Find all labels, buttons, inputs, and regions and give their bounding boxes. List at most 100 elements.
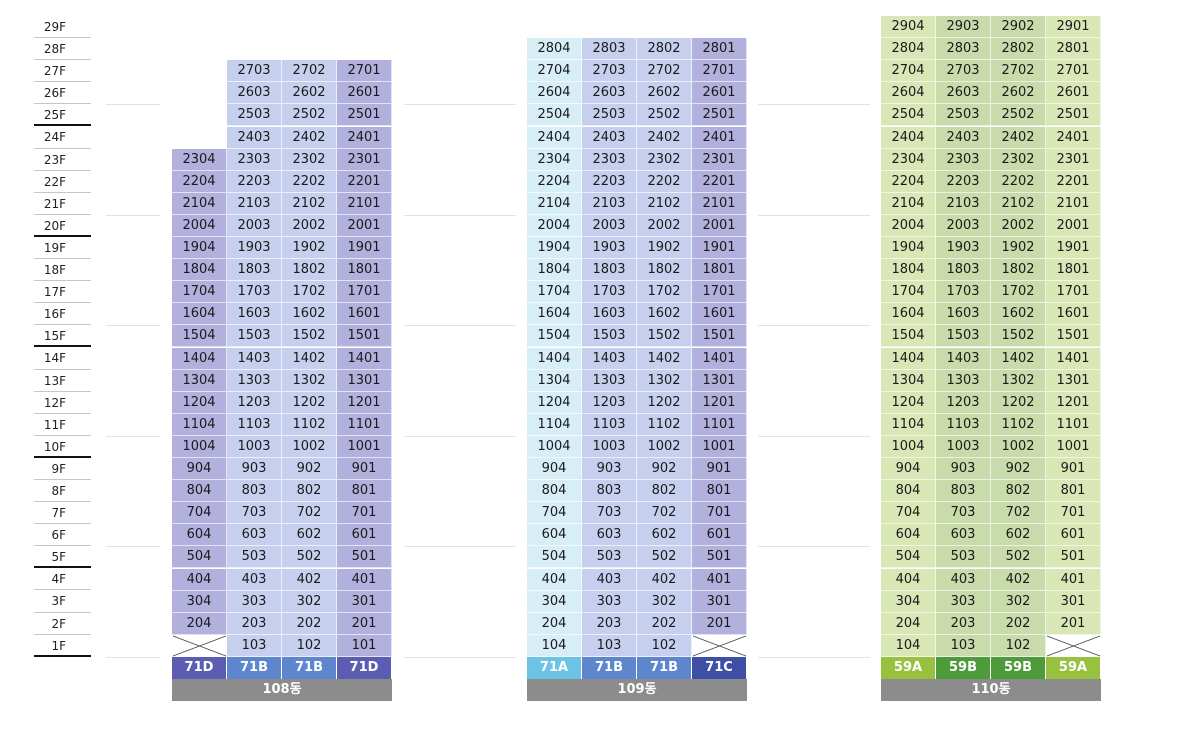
unit-cell: 1704: [527, 281, 582, 304]
unit-cell: 2103: [936, 192, 991, 215]
unit-cell: 1302: [637, 369, 692, 392]
unit-cell: 1401: [337, 347, 392, 370]
unit-cell: 702: [991, 502, 1046, 525]
unit-cell: 701: [1046, 502, 1101, 525]
unit-cell: 1602: [991, 303, 1046, 326]
unit-cell: 2503: [227, 104, 282, 127]
unit-cell: 1101: [337, 413, 392, 436]
unit-cell: 303: [582, 590, 637, 613]
unit-cell: 2804: [881, 38, 936, 61]
unit-cell: 404: [881, 568, 936, 591]
unit-cell: 2702: [991, 60, 1046, 83]
unit-cell: 1901: [692, 237, 747, 260]
unit-cell: 2704: [527, 60, 582, 83]
unit-cell: 1504: [527, 325, 582, 348]
unit-cell: 1402: [991, 347, 1046, 370]
unit-cell: 1104: [881, 413, 936, 436]
unit-cell: 602: [991, 524, 1046, 547]
unit-cell: 701: [692, 502, 747, 525]
unit-cell: 202: [282, 612, 337, 635]
unit-cell: 304: [527, 590, 582, 613]
unit-cell: 2302: [637, 148, 692, 171]
unit-cell: 1304: [172, 369, 227, 392]
unit-cell: 904: [527, 458, 582, 481]
unit-cell: 604: [172, 524, 227, 547]
unit-cell: 1001: [337, 435, 392, 458]
unit-cell: 1003: [227, 435, 282, 458]
unit-cell: 1604: [172, 303, 227, 326]
unit-cell: 1004: [172, 435, 227, 458]
floor-label: 10F: [34, 436, 91, 458]
unit-cell: 603: [227, 524, 282, 547]
unit-cell: 803: [582, 480, 637, 503]
unit-cell: 1503: [582, 325, 637, 348]
floor-separator: [106, 325, 160, 327]
unit-cell: 2301: [1046, 148, 1101, 171]
unit-cell: 703: [936, 502, 991, 525]
unit-cell: 502: [282, 546, 337, 569]
unit-cell: 2004: [527, 214, 582, 237]
unit-cell: 2202: [637, 170, 692, 193]
unit-cell: 1301: [692, 369, 747, 392]
floor-separator: [404, 656, 516, 658]
unit-cell: 1401: [692, 347, 747, 370]
unit-cell: 804: [527, 480, 582, 503]
floor-label: 17F: [34, 281, 91, 304]
unit-cell: 504: [881, 546, 936, 569]
unit-cell: 1801: [692, 259, 747, 282]
unit-cell: 1701: [337, 281, 392, 304]
unit-cell: 2303: [936, 148, 991, 171]
unit-cell: 804: [881, 480, 936, 503]
unit-cell: 2802: [637, 38, 692, 61]
unit-cell: 101: [337, 634, 392, 657]
unit-cell: 2401: [337, 126, 392, 149]
unit-cell: 202: [637, 612, 692, 635]
floor-separator: [758, 325, 870, 327]
unit-cell: 904: [172, 458, 227, 481]
floor-label: 18F: [34, 259, 91, 282]
unit-cell: 2301: [692, 148, 747, 171]
unit-cell: 203: [936, 612, 991, 635]
unit-cell: 2604: [527, 82, 582, 105]
unit-cell: 2902: [991, 16, 1046, 39]
unit-cell: 1103: [227, 413, 282, 436]
unit-cell: 1404: [527, 347, 582, 370]
unit-cell: 1201: [337, 391, 392, 414]
unit-cell: 2502: [637, 104, 692, 127]
unit-cell: 2003: [227, 214, 282, 237]
unit-cell: 2901: [1046, 16, 1101, 39]
unit-cell: 1502: [637, 325, 692, 348]
unit-cell: 2502: [991, 104, 1046, 127]
unit-cell: 702: [282, 502, 337, 525]
floor-label: 27F: [34, 60, 91, 83]
unit-cell: 2904: [881, 16, 936, 39]
unit-cell: 2701: [1046, 60, 1101, 83]
floor-separator: [758, 435, 870, 437]
unit-cell: 1802: [637, 259, 692, 282]
unit-cell: 1303: [936, 369, 991, 392]
floor-separator: [404, 325, 516, 327]
unit-cell: 1402: [637, 347, 692, 370]
unit-cell: 1803: [582, 259, 637, 282]
unit-cell: 901: [1046, 458, 1101, 481]
floor-label: 24F: [34, 126, 91, 149]
unit-cell: 602: [282, 524, 337, 547]
unit-cell: 2903: [936, 16, 991, 39]
unit-cell: 2603: [582, 82, 637, 105]
unit-cell: 2401: [1046, 126, 1101, 149]
unit-cell: 902: [282, 458, 337, 481]
unit-cell: 1004: [881, 435, 936, 458]
floor-label: 6F: [34, 524, 91, 547]
floor-label: 4F: [34, 568, 91, 591]
unit-cell: 203: [582, 612, 637, 635]
unit-cell: 1101: [1046, 413, 1101, 436]
unit-cell: 803: [227, 480, 282, 503]
unit-cell: 1404: [172, 347, 227, 370]
unit-cell: 1904: [881, 237, 936, 260]
unit-cell: 1703: [936, 281, 991, 304]
unit-cell: 501: [692, 546, 747, 569]
unit-cell: 1901: [1046, 237, 1101, 260]
unit-cell: 1103: [582, 413, 637, 436]
unit-cell: 1002: [991, 435, 1046, 458]
unit-cell: 803: [936, 480, 991, 503]
